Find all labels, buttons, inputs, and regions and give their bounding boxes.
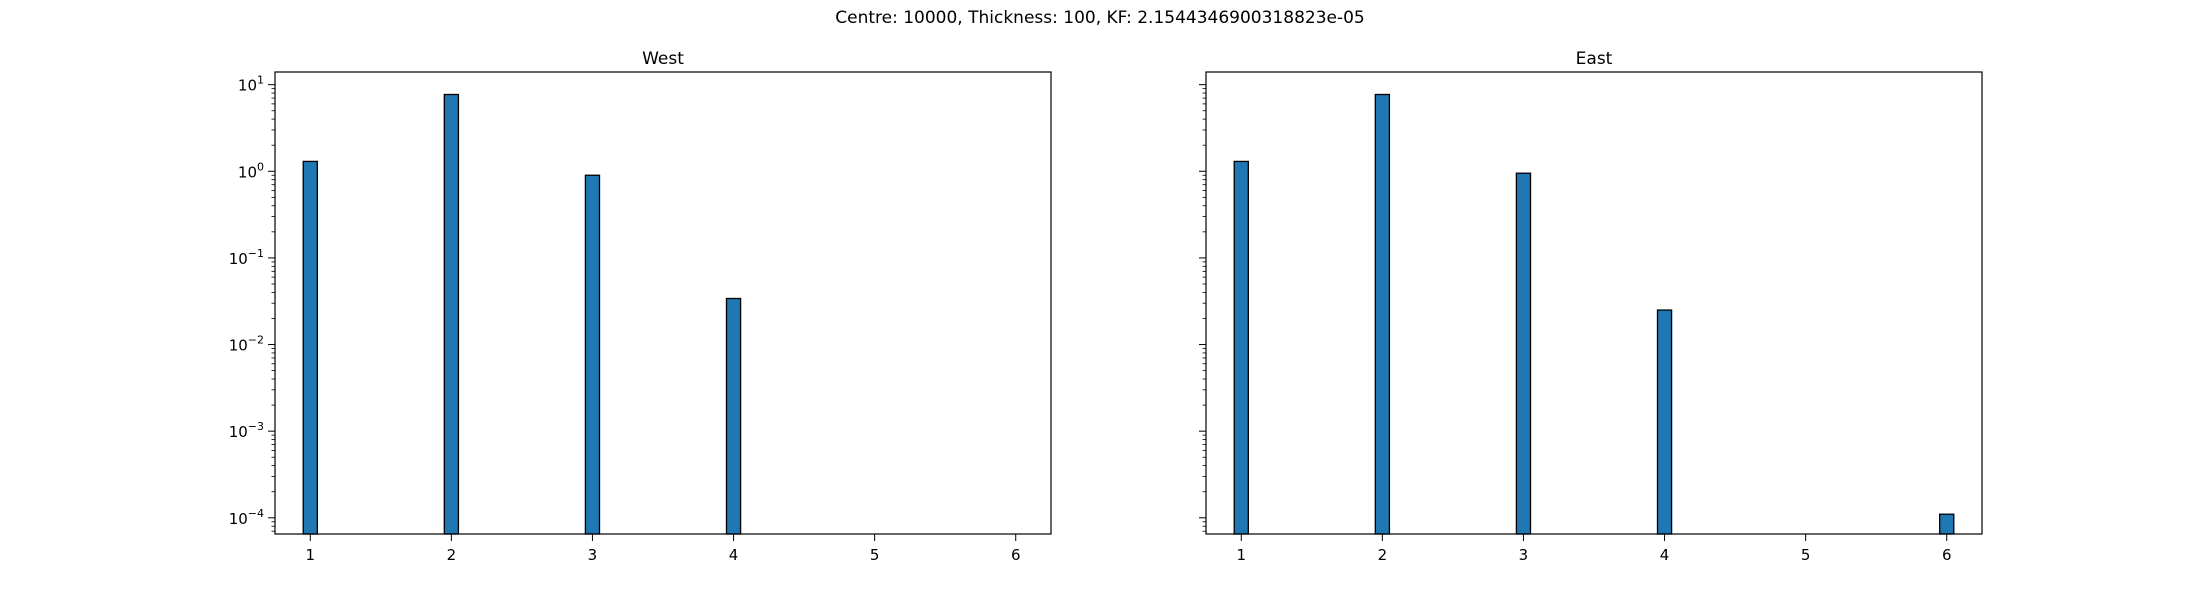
east-bar-3 (1515, 172, 1532, 535)
east-chart-title: East (1576, 49, 1613, 69)
west-bar-4 (725, 297, 742, 535)
tick-exponent: 0 (257, 160, 264, 173)
west-y-tick-label: 100 (238, 160, 264, 181)
west-x-tick-label: 1 (305, 546, 315, 564)
west-chart-title: West (642, 49, 684, 69)
east-x-tick-label: 6 (1942, 546, 1952, 564)
tick-base: 10 (229, 423, 248, 441)
tick-exponent: −2 (248, 334, 264, 347)
figure-suptitle: Centre: 10000, Thickness: 100, KF: 2.154… (835, 8, 1365, 28)
west-bar-1 (302, 160, 318, 535)
west-axes-frame (274, 71, 1052, 535)
east-bar-6 (1939, 513, 1955, 535)
east-bar-2 (1374, 93, 1391, 535)
tick-exponent: 1 (257, 74, 264, 87)
west-y-tick-label: 10−3 (229, 420, 264, 441)
east-x-tick-label: 1 (1236, 546, 1246, 564)
east-axes-frame (1205, 71, 1983, 535)
tick-exponent: −4 (248, 507, 264, 520)
east-bar-4 (1656, 309, 1673, 535)
east-x-tick-label: 3 (1519, 546, 1529, 564)
west-x-tick-label: 2 (447, 546, 457, 564)
west-x-tick-label: 5 (870, 546, 880, 564)
tick-base: 10 (238, 77, 257, 95)
east-chart-panel: 1 2 3 4 5 6 East (1199, 49, 1983, 564)
west-bar-2 (443, 93, 460, 535)
west-y-tick-label: 10−4 (229, 507, 264, 528)
west-x-tick-label: 4 (729, 546, 739, 564)
west-x-tick-label: 3 (588, 546, 598, 564)
west-y-tick-label: 10−2 (229, 334, 264, 355)
east-x-tick-label: 2 (1378, 546, 1388, 564)
east-bar-1 (1233, 160, 1249, 535)
tick-base: 10 (229, 250, 248, 268)
west-x-tick-label: 6 (1011, 546, 1021, 564)
tick-base: 10 (229, 337, 248, 355)
east-x-tick-label: 4 (1660, 546, 1670, 564)
east-x-tick-label: 5 (1801, 546, 1811, 564)
tick-exponent: −3 (248, 420, 264, 433)
west-y-tick-label: 101 (238, 74, 264, 95)
tick-base: 10 (229, 510, 248, 528)
west-bar-3 (584, 174, 601, 535)
tick-exponent: −1 (248, 247, 264, 260)
tick-base: 10 (238, 163, 257, 181)
west-y-tick-label: 10−1 (229, 247, 264, 268)
